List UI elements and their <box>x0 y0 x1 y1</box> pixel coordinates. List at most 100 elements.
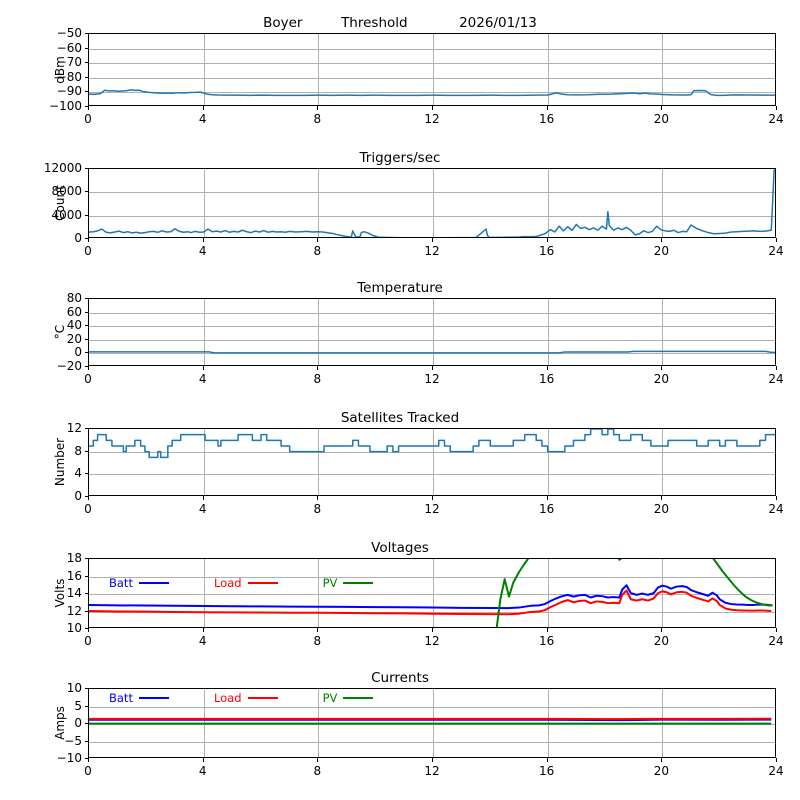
ytick-label-currents: −5 <box>64 733 82 748</box>
gridline-horizontal <box>89 313 775 314</box>
series-batt <box>89 584 772 610</box>
gridline-horizontal <box>89 577 775 578</box>
xtick-mark <box>317 628 318 632</box>
ylabel-currents: Amps <box>53 706 67 740</box>
xtick-label-satellites: 24 <box>768 502 784 516</box>
gridline-vertical <box>662 559 663 627</box>
gridline-horizontal <box>89 63 775 64</box>
plot-area-satellites <box>88 428 776 496</box>
gridline-horizontal <box>89 192 775 193</box>
xtick-label-threshold: 8 <box>313 112 322 126</box>
gridline-horizontal <box>89 707 775 708</box>
panel-title-satellites: Satellites Tracked <box>340 410 460 426</box>
xtick-label-voltages: 4 <box>198 634 207 648</box>
legend-entry-load: Load <box>214 576 278 590</box>
gridline-vertical <box>662 299 663 365</box>
ylabel-temperature: °C <box>53 324 67 340</box>
ytick-label-currents: 5 <box>74 698 82 713</box>
ytick-mark <box>84 593 88 594</box>
xtick-label-satellites: 16 <box>539 502 555 516</box>
trace-layer-temperature <box>89 350 775 354</box>
ytick-mark <box>84 352 88 353</box>
ytick-mark <box>84 298 88 299</box>
xtick-label-threshold: 12 <box>424 112 440 126</box>
xtick-mark <box>547 496 548 500</box>
ytick-mark <box>84 473 88 474</box>
series-triggers <box>89 169 775 237</box>
ytick-label-currents: 10 <box>66 681 82 695</box>
gridline-horizontal <box>89 49 775 50</box>
xtick-mark <box>547 366 548 370</box>
xtick-label-satellites: 8 <box>313 502 322 516</box>
ytick-label-threshold: −50 <box>56 26 82 40</box>
panel-title-triggers: Triggers/sec <box>359 150 441 166</box>
ytick-label-currents: 0 <box>74 716 82 730</box>
legend-entry-batt: Batt <box>109 691 169 705</box>
xtick-mark <box>661 496 662 500</box>
ytick-mark <box>84 325 88 326</box>
xtick-label-satellites: 4 <box>198 502 207 516</box>
xtick-mark <box>203 628 204 632</box>
legend-label-pv: PV <box>322 690 338 705</box>
xtick-mark <box>547 628 548 632</box>
xtick-label-voltages: 0 <box>84 634 92 648</box>
ytick-label-voltages: 14 <box>66 586 82 600</box>
legend-label-batt: Batt <box>109 575 133 590</box>
xtick-label-voltages: 12 <box>424 634 440 648</box>
xtick-label-currents: 20 <box>653 764 669 778</box>
xtick-mark <box>203 496 204 500</box>
xtick-label-currents: 24 <box>768 764 784 778</box>
gridline-vertical <box>318 559 319 627</box>
plot-area-threshold <box>88 33 776 106</box>
xtick-mark <box>661 758 662 762</box>
ytick-label-threshold: −60 <box>56 40 82 55</box>
gridline-vertical <box>548 429 549 495</box>
ytick-label-currents: −10 <box>56 751 82 765</box>
ylabel-threshold: dBm <box>53 55 67 84</box>
ytick-label-voltages: 18 <box>66 551 82 565</box>
gridline-vertical <box>318 34 319 105</box>
xtick-label-satellites: 20 <box>653 502 669 516</box>
ytick-mark <box>84 741 88 742</box>
ytick-label-triggers: 12000 <box>43 161 82 175</box>
ytick-label-temperature: 80 <box>66 291 82 305</box>
xtick-label-triggers: 8 <box>313 244 322 258</box>
gridline-vertical <box>548 169 549 237</box>
ytick-label-threshold: −100 <box>49 99 82 113</box>
ytick-label-voltages: 16 <box>66 568 82 583</box>
plot-area-triggers <box>88 168 776 238</box>
ytick-mark <box>84 62 88 63</box>
ytick-label-temperature: 0 <box>74 345 82 360</box>
ylabel-triggers: Count <box>53 185 67 221</box>
xtick-label-currents: 12 <box>424 764 440 778</box>
gridline-vertical <box>548 34 549 105</box>
series-load <box>89 589 772 616</box>
xtick-label-triggers: 4 <box>198 244 207 258</box>
gridline-vertical <box>204 299 205 365</box>
xtick-label-threshold: 16 <box>539 112 555 126</box>
gridline-horizontal <box>89 92 775 93</box>
gridline-vertical <box>204 429 205 495</box>
xtick-mark <box>432 238 433 242</box>
ytick-mark <box>84 723 88 724</box>
gridline-vertical <box>433 559 434 627</box>
xtick-mark <box>661 106 662 110</box>
xtick-mark <box>547 238 548 242</box>
series-satellites <box>89 429 775 459</box>
xtick-label-triggers: 20 <box>653 244 669 258</box>
gridline-vertical <box>662 429 663 495</box>
ytick-mark <box>84 688 88 689</box>
ytick-mark <box>84 339 88 340</box>
legend-swatch-batt-icon <box>138 696 169 699</box>
ytick-label-temperature: 60 <box>66 304 82 319</box>
xtick-label-threshold: 20 <box>653 112 669 126</box>
legend-entry-load: Load <box>214 691 278 705</box>
xtick-mark <box>776 628 777 632</box>
xtick-mark <box>88 366 89 370</box>
xtick-mark <box>432 496 433 500</box>
series-pv <box>495 559 773 627</box>
ytick-label-threshold: −70 <box>56 55 82 70</box>
legend-label-pv: PV <box>322 575 338 590</box>
ytick-label-satellites: 8 <box>74 443 82 458</box>
